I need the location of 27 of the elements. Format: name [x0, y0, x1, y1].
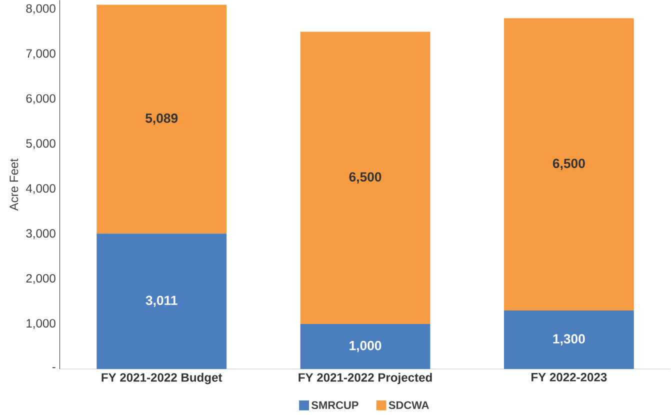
data-label: 1,000: [350, 340, 382, 352]
y-tick-label: 7,000: [26, 49, 56, 60]
bar: [96, 4, 227, 234]
y-tick-label: 2,000: [26, 274, 56, 284]
x-tick-label: FY 2021-2022 Projected: [298, 372, 432, 384]
data-label: 5,089: [146, 114, 178, 125]
bar: [504, 18, 634, 311]
y-tick-label: 8,000: [26, 4, 56, 14]
legend-label: SDCWA: [388, 401, 429, 410]
bar: [504, 310, 634, 370]
legend-label: SMRCUP: [312, 401, 358, 410]
data-label: 1,300: [553, 334, 585, 346]
y-tick-label: 4,000: [26, 184, 56, 194]
x-tick-label: FY 2022-2023: [532, 372, 607, 382]
y-tick-label: 1,000: [26, 319, 56, 330]
bar: [96, 234, 227, 370]
y-tick-label: 3,000: [26, 229, 56, 240]
y-tick-label: 5,000: [26, 139, 56, 150]
data-label: 6,500: [349, 172, 382, 184]
y-tick-label: -: [52, 367, 56, 368]
y-axis-title: Acre Feet: [10, 158, 18, 211]
bar: [300, 324, 430, 370]
data-label: 6,500: [552, 158, 585, 170]
bar: [300, 32, 430, 324]
y-tick-label: 6,000: [26, 94, 56, 104]
x-tick-label: FY 2021-2022 Budget: [102, 372, 222, 384]
data-label: 3,011: [146, 296, 178, 307]
